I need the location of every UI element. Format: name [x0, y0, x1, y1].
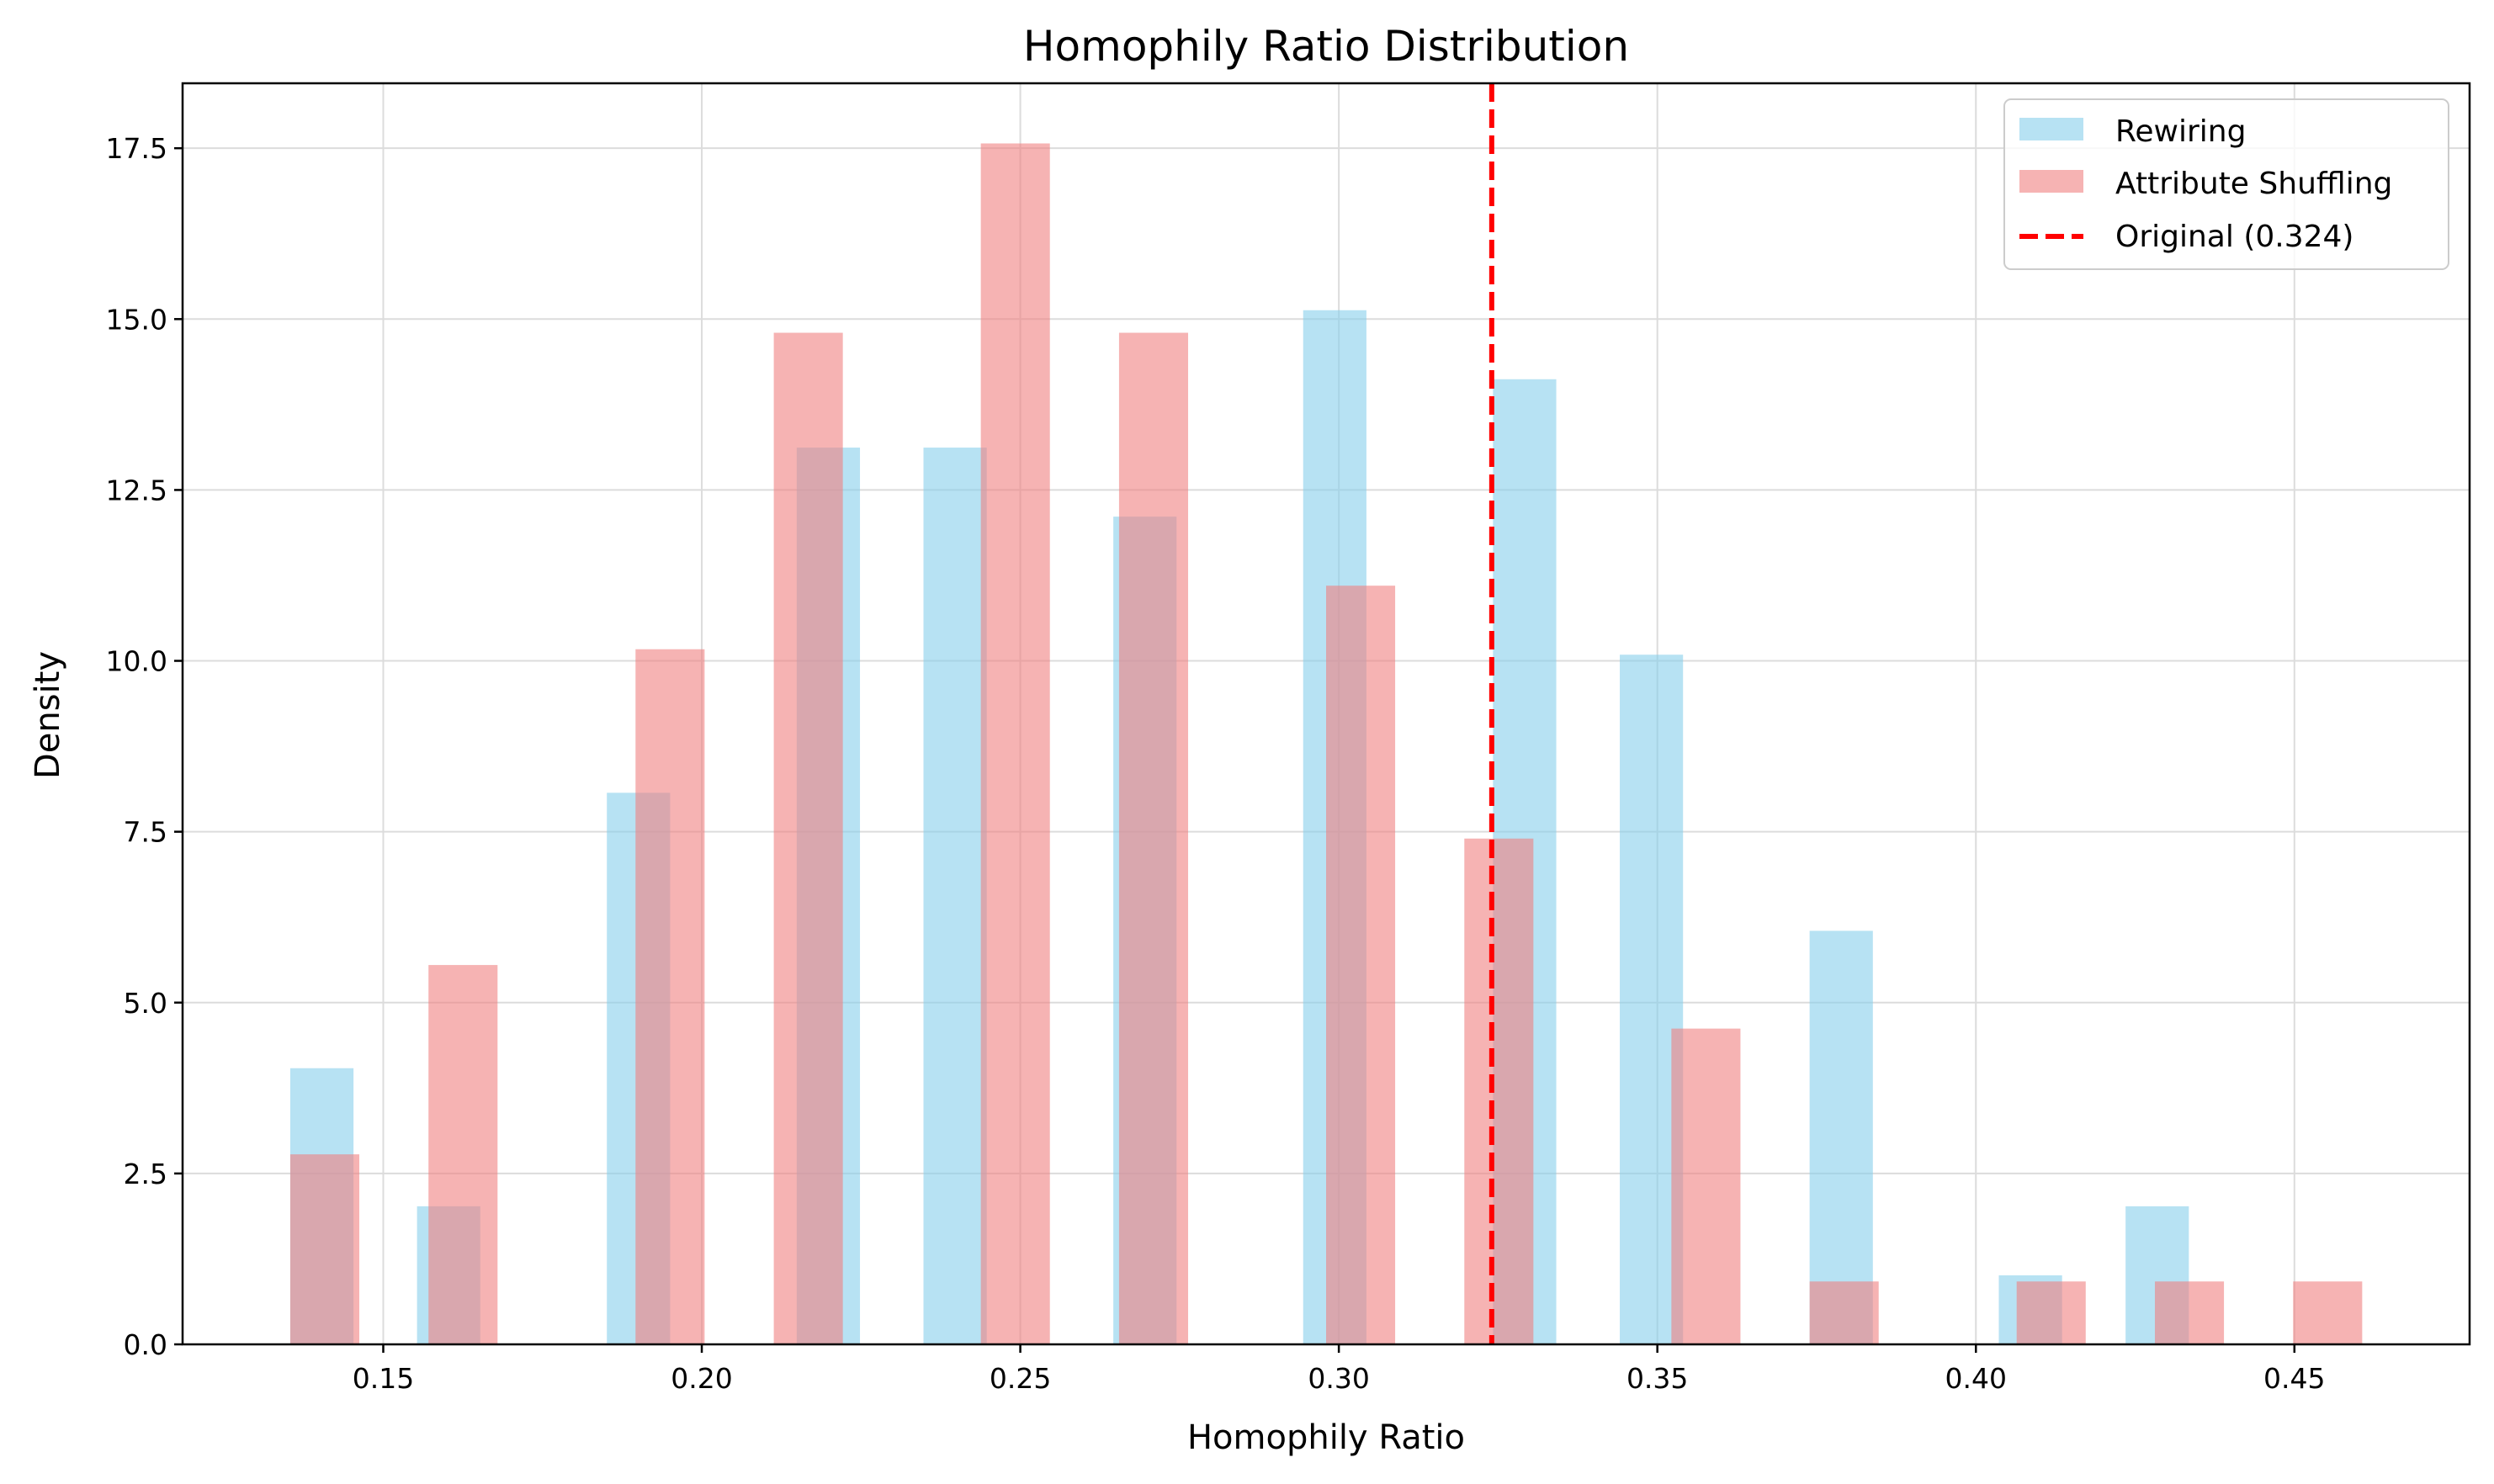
- y-tick-label-5: 12.5: [106, 474, 167, 506]
- y-axis-label: Density: [29, 651, 67, 779]
- attribute-shuffling-bar-5: [1118, 332, 1189, 1344]
- attribute-shuffling-bar-4: [980, 143, 1050, 1344]
- legend-swatch-rewiring: [2019, 118, 2083, 140]
- attribute-shuffling-bar-0: [289, 1154, 360, 1344]
- x-tick-label-4: 0.35: [1626, 1362, 1688, 1395]
- rewiring-bar-9: [1809, 930, 1873, 1344]
- attribute-shuffling-bar-1: [428, 965, 498, 1344]
- attribute-shuffling-bar-12: [2293, 1281, 2363, 1344]
- attribute-shuffling-bar-10: [2016, 1281, 2086, 1344]
- attribute-shuffling-bar-7: [1464, 838, 1534, 1344]
- y-axis-ticks: 0.0 2.5 5.0 7.5 10.0 12.5 15.0 17.5: [106, 132, 183, 1361]
- x-tick-label-2: 0.25: [990, 1362, 1051, 1395]
- legend-box: [2003, 98, 2449, 270]
- y-tick-label-7: 17.5: [106, 132, 167, 165]
- legend-swatch-attribute-shuffling: [2019, 170, 2083, 193]
- x-tick-label-3: 0.30: [1308, 1362, 1369, 1395]
- legend-label-original: Original (0.324): [2115, 220, 2353, 254]
- y-tick-label-4: 10.0: [106, 645, 167, 678]
- y-tick-label-0: 0.0: [124, 1328, 167, 1361]
- x-tick-label-6: 0.45: [2263, 1362, 2325, 1395]
- attribute-shuffling-bars: [289, 143, 2363, 1344]
- legend: Rewiring Attribute Shuffling Original (0…: [2003, 98, 2449, 270]
- attribute-shuffling-bar-3: [773, 332, 843, 1344]
- y-tick-label-2: 5.0: [124, 987, 167, 1020]
- chart-title: Homophily Ratio Distribution: [1023, 22, 1629, 71]
- attribute-shuffling-bar-2: [635, 649, 705, 1344]
- y-tick-label-3: 7.5: [124, 816, 167, 849]
- attribute-shuffling-bar-8: [1671, 1028, 1741, 1344]
- y-tick-label-1: 2.5: [124, 1158, 167, 1190]
- x-axis-ticks: 0.15 0.20 0.25 0.30 0.35 0.40 0.45: [353, 1344, 2326, 1395]
- x-tick-label-1: 0.20: [671, 1362, 732, 1395]
- plot-frame: [181, 82, 2471, 1346]
- attribute-shuffling-bar-11: [2154, 1281, 2225, 1344]
- legend-label-rewiring: Rewiring: [2115, 114, 2246, 149]
- y-tick-label-6: 15.0: [106, 303, 167, 336]
- rewiring-bar-4: [923, 448, 987, 1344]
- x-tick-label-5: 0.40: [1945, 1362, 2007, 1395]
- x-tick-label-0: 0.15: [353, 1362, 414, 1395]
- attribute-shuffling-bar-9: [1809, 1281, 1879, 1344]
- legend-label-attribute-shuffling: Attribute Shuffling: [2115, 167, 2392, 201]
- attribute-shuffling-bar-6: [1326, 586, 1396, 1344]
- x-axis-label: Homophily Ratio: [1187, 1418, 1465, 1457]
